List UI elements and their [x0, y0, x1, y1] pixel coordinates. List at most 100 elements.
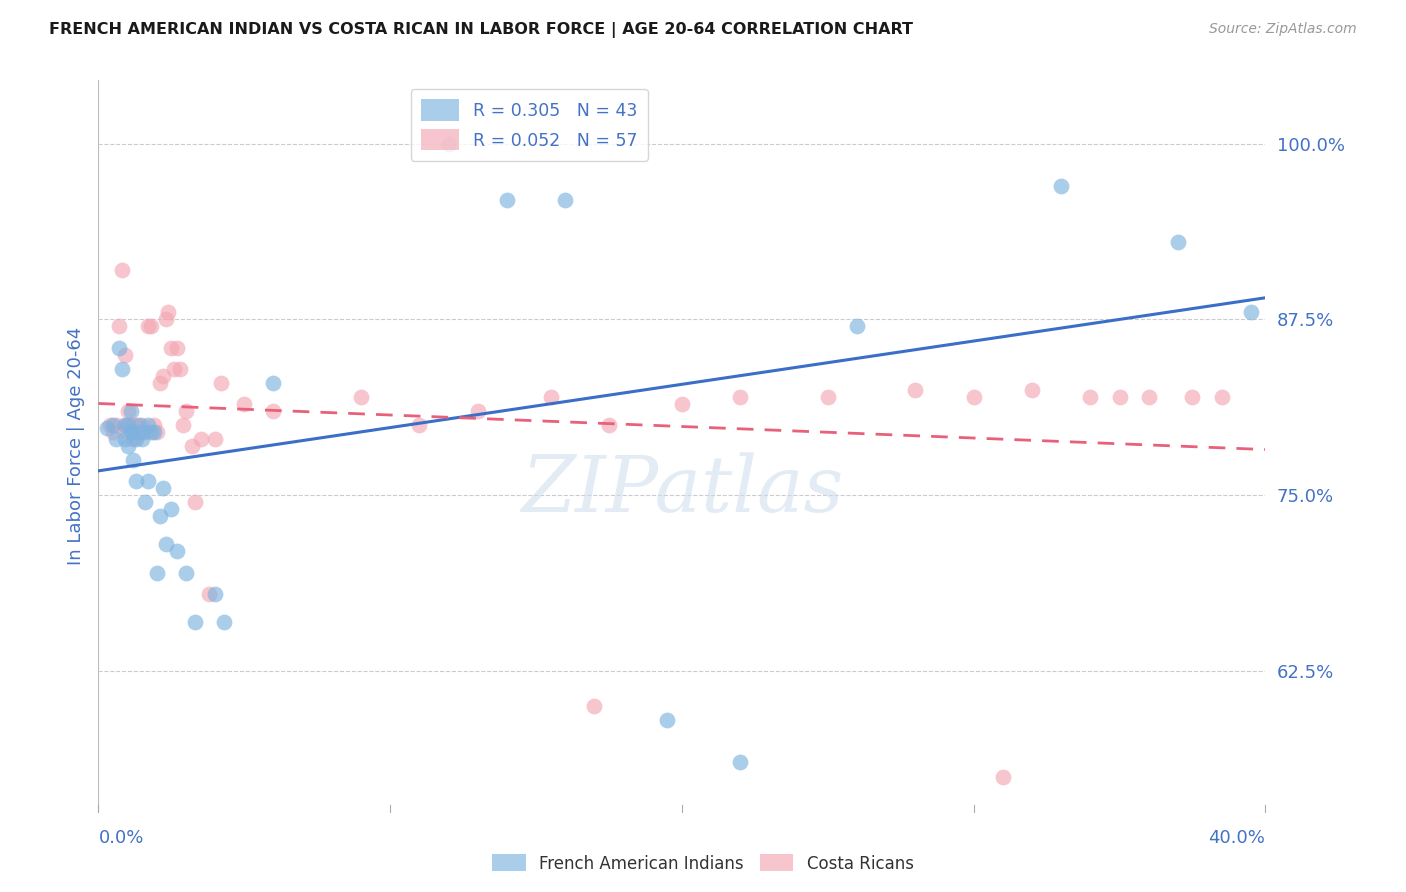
Text: 0.0%: 0.0%: [98, 829, 143, 847]
Point: [139, 425, 162, 439]
Point: [467, 404, 489, 418]
Point: [554, 193, 576, 207]
Point: [169, 361, 191, 376]
Point: [152, 481, 174, 495]
Point: [190, 432, 212, 446]
Point: [122, 425, 145, 439]
Point: [730, 390, 752, 404]
Point: [142, 417, 165, 432]
Point: [1240, 305, 1263, 319]
Point: [204, 587, 226, 601]
Point: [166, 341, 188, 355]
Text: 40.0%: 40.0%: [1209, 829, 1265, 847]
Point: [125, 474, 148, 488]
Point: [496, 193, 519, 207]
Point: [1181, 390, 1204, 404]
Point: [117, 439, 139, 453]
Point: [152, 368, 174, 383]
Point: [114, 417, 136, 432]
Point: [962, 390, 984, 404]
Point: [117, 404, 139, 418]
Point: [1167, 235, 1189, 249]
Point: [108, 341, 131, 355]
Point: [817, 390, 839, 404]
Point: [1137, 390, 1160, 404]
Point: [134, 495, 156, 509]
Point: [120, 425, 142, 439]
Point: [111, 263, 134, 277]
Point: [198, 587, 221, 601]
Point: [136, 474, 159, 488]
Point: [163, 361, 186, 376]
Point: [146, 425, 169, 439]
Legend: French American Indians, Costa Ricans: French American Indians, Costa Ricans: [485, 847, 921, 880]
Point: [108, 319, 131, 334]
Point: [134, 425, 156, 439]
Point: [730, 756, 752, 770]
Point: [101, 417, 124, 432]
Point: [262, 404, 284, 418]
Point: [96, 420, 118, 434]
Point: [125, 417, 148, 432]
Point: [212, 615, 235, 629]
Point: [101, 425, 124, 439]
Point: [142, 425, 165, 439]
Text: Source: ZipAtlas.com: Source: ZipAtlas.com: [1209, 22, 1357, 37]
Point: [122, 432, 145, 446]
Point: [1080, 390, 1102, 404]
Text: ZIPatlas: ZIPatlas: [520, 451, 844, 528]
Point: [149, 509, 172, 524]
Text: FRENCH AMERICAN INDIAN VS COSTA RICAN IN LABOR FORCE | AGE 20-64 CORRELATION CHA: FRENCH AMERICAN INDIAN VS COSTA RICAN IN…: [49, 22, 914, 38]
Point: [136, 417, 159, 432]
Point: [1021, 383, 1043, 397]
Point: [174, 566, 197, 580]
Legend: R = 0.305   N = 43, R = 0.052   N = 57: R = 0.305 N = 43, R = 0.052 N = 57: [411, 89, 648, 161]
Point: [155, 537, 177, 551]
Point: [1211, 390, 1233, 404]
Point: [149, 376, 172, 390]
Point: [233, 397, 256, 411]
Point: [160, 502, 183, 516]
Point: [204, 432, 226, 446]
Point: [583, 699, 606, 714]
Point: [1050, 178, 1073, 193]
Point: [131, 425, 153, 439]
Point: [136, 319, 159, 334]
Point: [209, 376, 232, 390]
Point: [104, 432, 127, 446]
Point: [125, 432, 148, 446]
Point: [157, 305, 180, 319]
Point: [183, 615, 205, 629]
Point: [114, 432, 136, 446]
Point: [117, 425, 139, 439]
Point: [155, 312, 177, 326]
Point: [160, 341, 183, 355]
Point: [183, 495, 205, 509]
Point: [991, 770, 1014, 784]
Point: [408, 417, 430, 432]
Point: [128, 425, 150, 439]
Point: [104, 417, 127, 432]
Point: [1108, 390, 1130, 404]
Point: [117, 417, 139, 432]
Point: [131, 417, 153, 432]
Point: [904, 383, 927, 397]
Point: [120, 404, 142, 418]
Point: [98, 417, 121, 432]
Point: [598, 417, 620, 432]
Point: [262, 376, 284, 390]
Point: [657, 714, 679, 728]
Point: [172, 417, 194, 432]
Point: [350, 390, 373, 404]
Point: [120, 417, 142, 432]
Point: [131, 432, 153, 446]
Point: [671, 397, 693, 411]
Point: [437, 136, 460, 151]
Point: [122, 453, 145, 467]
Point: [180, 439, 202, 453]
Point: [146, 566, 169, 580]
Point: [122, 417, 145, 432]
Point: [114, 347, 136, 362]
Y-axis label: In Labor Force | Age 20-64: In Labor Force | Age 20-64: [66, 326, 84, 566]
Point: [111, 361, 134, 376]
